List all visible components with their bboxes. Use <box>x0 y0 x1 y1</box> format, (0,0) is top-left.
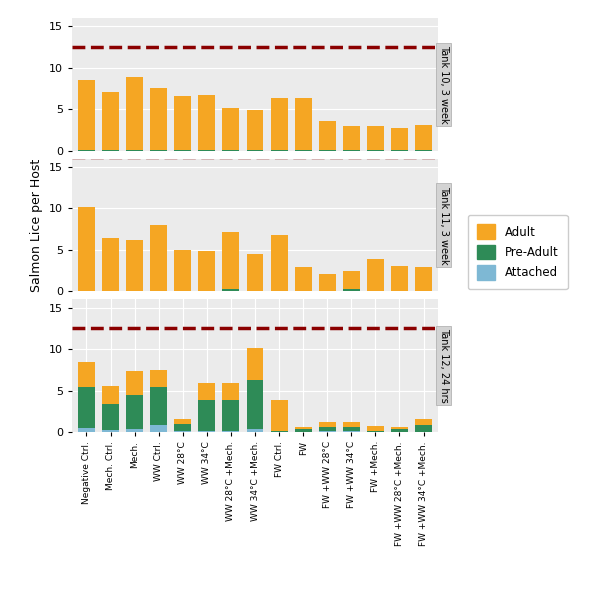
Legend: Adult, Pre-Adult, Attached: Adult, Pre-Adult, Attached <box>468 215 568 289</box>
Bar <box>175 424 191 431</box>
Bar <box>223 232 239 289</box>
Bar <box>247 380 263 428</box>
Bar <box>247 110 263 150</box>
Bar <box>415 125 432 150</box>
Bar <box>295 429 311 431</box>
Bar <box>199 95 215 150</box>
Bar <box>319 121 335 150</box>
Bar <box>102 386 119 404</box>
Bar <box>150 370 167 387</box>
Bar <box>78 80 95 150</box>
Bar <box>271 235 287 291</box>
Bar <box>223 400 239 431</box>
Bar <box>391 128 408 150</box>
Bar <box>415 267 432 291</box>
Bar <box>175 419 191 424</box>
Bar <box>343 422 360 427</box>
Bar <box>223 383 239 400</box>
Text: Tank 12, 24 hrs: Tank 12, 24 hrs <box>439 328 449 403</box>
Bar <box>102 404 119 430</box>
Bar <box>391 429 408 431</box>
Bar <box>126 428 143 432</box>
Text: Tank 10, 3 week: Tank 10, 3 week <box>439 45 449 124</box>
Bar <box>199 251 215 291</box>
Bar <box>150 425 167 432</box>
Bar <box>319 274 335 291</box>
Bar <box>247 348 263 380</box>
Bar <box>78 207 95 291</box>
Bar <box>247 428 263 432</box>
Bar <box>223 289 239 292</box>
Bar <box>391 266 408 291</box>
Text: Tank 11, 3 week: Tank 11, 3 week <box>439 185 449 265</box>
Bar <box>126 395 143 428</box>
Bar <box>175 250 191 291</box>
Bar <box>126 77 143 150</box>
Bar <box>367 259 384 291</box>
Bar <box>343 431 360 432</box>
Bar <box>295 427 311 429</box>
Bar <box>175 95 191 150</box>
Bar <box>415 419 432 425</box>
Bar <box>343 126 360 150</box>
Bar <box>126 371 143 395</box>
Bar <box>271 400 287 431</box>
Bar <box>343 427 360 431</box>
Bar <box>102 92 119 150</box>
Bar <box>102 238 119 291</box>
Bar <box>367 426 384 431</box>
Bar <box>78 362 95 387</box>
Bar <box>78 428 95 432</box>
Bar <box>415 425 432 431</box>
Bar <box>199 383 215 400</box>
Bar <box>223 108 239 150</box>
Bar <box>343 289 360 292</box>
Bar <box>126 239 143 291</box>
Bar <box>295 98 311 150</box>
Bar <box>175 431 191 432</box>
Y-axis label: Salmon Lice per Host: Salmon Lice per Host <box>31 158 43 292</box>
Bar <box>102 430 119 432</box>
Bar <box>150 387 167 425</box>
Bar <box>295 267 311 291</box>
Bar <box>150 224 167 291</box>
Bar <box>367 126 384 150</box>
Bar <box>223 431 239 432</box>
Bar <box>199 400 215 431</box>
Bar <box>343 271 360 289</box>
Bar <box>199 431 215 432</box>
Bar <box>391 427 408 429</box>
Bar <box>247 254 263 291</box>
Bar <box>150 88 167 150</box>
Bar <box>319 427 335 431</box>
Bar <box>319 422 335 427</box>
Bar <box>78 387 95 428</box>
Bar <box>319 431 335 432</box>
Bar <box>271 98 287 150</box>
